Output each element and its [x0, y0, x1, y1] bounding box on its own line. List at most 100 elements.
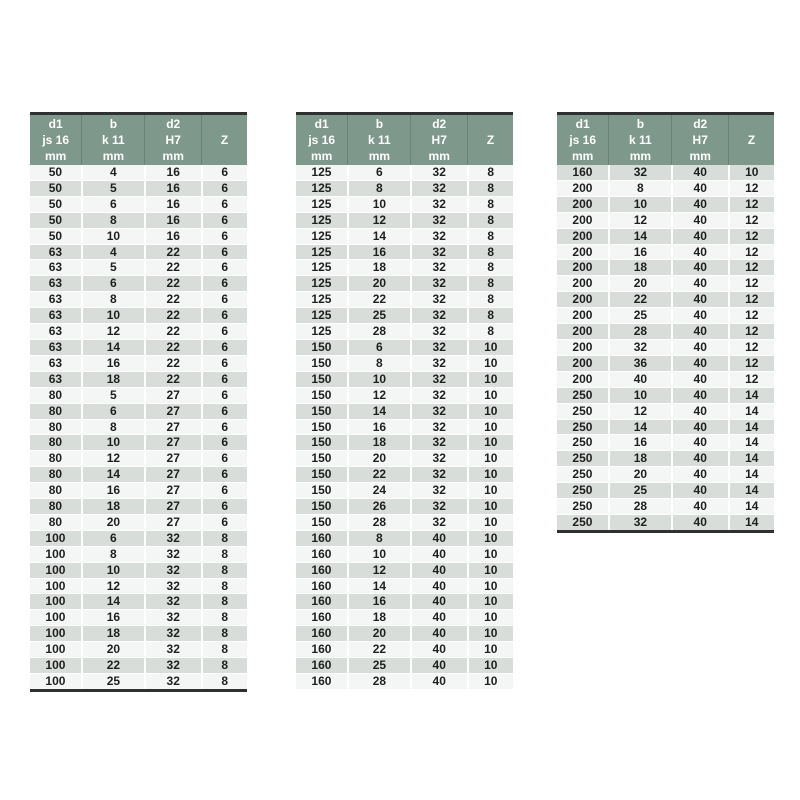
cell-b: 16: [347, 244, 412, 261]
column-header-b: b k 11 mm: [347, 113, 412, 165]
cell-b: 32: [608, 514, 673, 532]
cell-d2: 40: [671, 339, 730, 356]
table-row: 80 16 27 6: [30, 482, 247, 500]
cell-d1: 125: [296, 307, 349, 325]
cell-d1: 250: [557, 387, 610, 404]
cell-d1: 150: [296, 450, 349, 468]
column-header-line: mm: [311, 149, 333, 163]
table-row: 125 28 32 8: [296, 323, 513, 340]
cell-b: 12: [608, 403, 673, 420]
column-header-line: k 11: [629, 133, 652, 147]
cell-d1: 150: [296, 339, 349, 356]
cell-z: 6: [201, 419, 247, 436]
table-row: 250 28 40 14: [557, 498, 774, 515]
cell-b: 14: [347, 403, 412, 420]
table-row: 250 18 40 14: [557, 450, 774, 468]
cell-z: 12: [728, 244, 774, 261]
cell-z: 12: [728, 371, 774, 388]
cell-d1: 63: [30, 339, 83, 356]
cell-b: 6: [347, 165, 412, 181]
cell-d2: 32: [144, 578, 203, 595]
cell-d1: 100: [30, 641, 83, 659]
cell-d2: 32: [410, 291, 469, 309]
cell-d1: 160: [296, 562, 349, 579]
table-row: 250 10 40 14: [557, 387, 774, 404]
cell-d2: 32: [410, 196, 469, 213]
cell-b: 18: [81, 371, 146, 388]
cell-d1: 63: [30, 275, 83, 293]
cell-d1: 100: [30, 657, 83, 674]
table-row: 63 12 22 6: [30, 323, 247, 340]
column-header-line: Z: [747, 133, 756, 147]
cell-b: 25: [608, 482, 673, 500]
cell-b: 8: [347, 180, 412, 197]
cell-b: 10: [81, 434, 146, 452]
table-row: 63 8 22 6: [30, 291, 247, 309]
cell-b: 12: [81, 323, 146, 340]
cell-b: 40: [608, 371, 673, 388]
cell-d2: 40: [671, 514, 730, 532]
cell-z: 12: [728, 291, 774, 309]
table-row: 80 14 27 6: [30, 466, 247, 484]
cell-d1: 200: [557, 259, 610, 277]
cell-d1: 160: [296, 641, 349, 659]
column-header-b: b k 11 mm: [81, 113, 146, 165]
cell-d2: 22: [144, 355, 203, 372]
cell-z: 8: [201, 546, 247, 563]
cell-d2: 22: [144, 323, 203, 340]
cell-d2: 27: [144, 450, 203, 468]
cell-b: 25: [608, 307, 673, 325]
cell-d1: 50: [30, 180, 83, 197]
table-row: 150 6 32 10: [296, 339, 513, 356]
dimension-table-2: d1 js 16 mm b k 11 mm d2 H7 mm Z 125 6 32 8 125 8 32 8 125…: [296, 112, 513, 690]
cell-d2: 32: [410, 275, 469, 293]
cell-d2: 32: [410, 514, 469, 531]
cell-d1: 200: [557, 339, 610, 356]
table-3: d1 js 16 mm b k 11 mm d2 H7 mm Z 160 32 40 10 200 8 40 12…: [557, 112, 774, 533]
cell-b: 10: [347, 196, 412, 213]
cell-d2: 16: [144, 196, 203, 213]
cell-z: 6: [201, 165, 247, 181]
cell-d1: 250: [557, 514, 610, 532]
cell-d2: 40: [410, 657, 469, 674]
cell-d2: 40: [671, 291, 730, 309]
cell-d1: 80: [30, 450, 83, 468]
cell-b: 18: [347, 609, 412, 627]
cell-b: 28: [347, 514, 412, 531]
cell-d1: 150: [296, 482, 349, 500]
cell-z: 10: [467, 625, 513, 643]
cell-z: 10: [467, 403, 513, 420]
cell-z: 6: [201, 434, 247, 452]
cell-d2: 32: [410, 371, 469, 388]
cell-z: 6: [201, 307, 247, 325]
cell-d2: 32: [410, 434, 469, 452]
cell-b: 16: [347, 593, 412, 611]
cell-b: 16: [81, 355, 146, 372]
cell-b: 12: [347, 562, 412, 579]
cell-d2: 22: [144, 275, 203, 293]
cell-z: 6: [201, 482, 247, 500]
table-row: 200 14 40 12: [557, 228, 774, 245]
cell-d2: 40: [671, 355, 730, 372]
cell-d2: 32: [144, 546, 203, 563]
table-row: 200 22 40 12: [557, 291, 774, 309]
cell-d1: 80: [30, 419, 83, 436]
cell-b: 14: [347, 228, 412, 245]
cell-d1: 100: [30, 578, 83, 595]
column-header-line: b: [109, 117, 118, 131]
table-row: 200 20 40 12: [557, 275, 774, 293]
cell-d2: 40: [671, 244, 730, 261]
cell-z: 10: [467, 673, 513, 690]
cell-b: 14: [608, 228, 673, 245]
cell-d2: 32: [410, 339, 469, 356]
table-row: 63 18 22 6: [30, 371, 247, 388]
cell-z: 10: [467, 498, 513, 515]
cell-d1: 63: [30, 307, 83, 325]
cell-b: 18: [81, 498, 146, 515]
column-header-line: d1: [314, 117, 329, 131]
cell-z: 8: [467, 212, 513, 229]
cell-z: 8: [201, 625, 247, 643]
table-row: 150 16 32 10: [296, 419, 513, 436]
table-row: 160 18 40 10: [296, 609, 513, 627]
